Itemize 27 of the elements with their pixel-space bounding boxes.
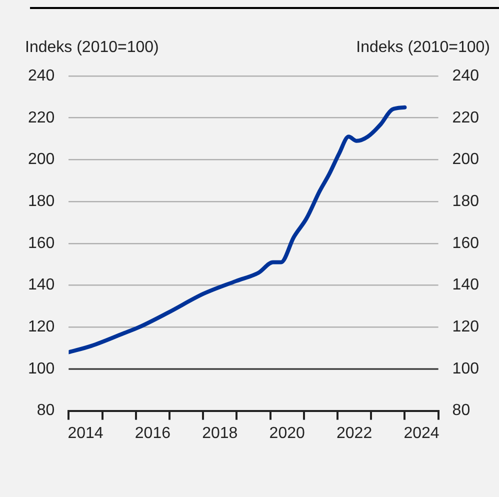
y2-tick-label: 80	[452, 402, 470, 420]
x-tick-label: 2014	[68, 424, 104, 442]
y-tick-label: 220	[28, 109, 55, 126]
x-tick-label: 2016	[134, 424, 171, 442]
y-tick-label: 80	[36, 402, 55, 420]
y2-axis-title: Indeks (2010=100)	[356, 39, 490, 56]
y-tick-label: 200	[28, 151, 55, 168]
y2-tick-label: 120	[452, 318, 480, 336]
y-tick-label: 140	[28, 276, 55, 294]
y-tick-label: 240	[28, 67, 55, 84]
y-tick-label: 180	[28, 192, 55, 210]
y2-tick-label: 140	[452, 276, 480, 294]
y2-tick-label: 220	[452, 109, 480, 126]
y2-tick-label: 160	[452, 234, 480, 252]
y-tick-label: 120	[28, 318, 55, 336]
y2-tick-label: 100	[452, 360, 480, 378]
y-tick-label: 160	[28, 234, 55, 252]
line-series	[68, 105, 407, 354]
y2-tick-label: 180	[452, 192, 480, 210]
x-tick-label: 2018	[202, 424, 238, 442]
y-axis-title: Indeks (2010=100)	[25, 39, 159, 56]
x-tick-label: 2024	[404, 424, 440, 442]
x-tick-label: 2022	[336, 424, 372, 442]
x-tick-label: 2020	[269, 424, 305, 442]
y-tick-label: 100	[28, 360, 55, 378]
y2-tick-label: 240	[452, 67, 480, 84]
y2-tick-label: 200	[452, 151, 480, 168]
